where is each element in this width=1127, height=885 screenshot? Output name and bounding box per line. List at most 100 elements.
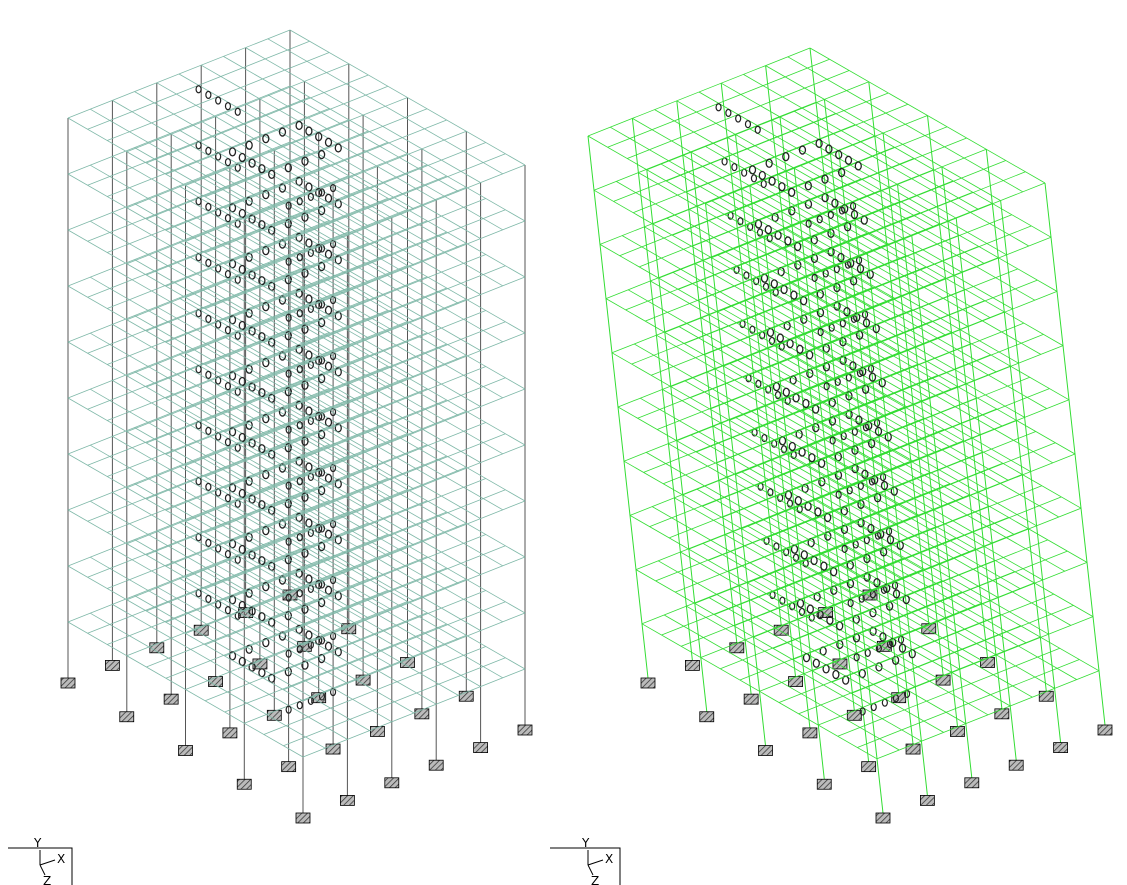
support	[223, 728, 237, 738]
slab-grid	[656, 335, 891, 470]
support	[700, 712, 714, 722]
slab-grid	[731, 589, 966, 724]
slab-grid	[842, 545, 1077, 680]
link	[306, 351, 312, 359]
link	[306, 239, 312, 247]
support	[385, 778, 399, 788]
link	[789, 188, 795, 196]
support	[326, 744, 340, 754]
slab-grid	[772, 120, 1007, 255]
slab-grid	[616, 181, 851, 316]
link	[845, 156, 851, 164]
link	[801, 551, 807, 559]
slab-grid	[610, 127, 845, 262]
slab-grid	[820, 553, 1055, 688]
link	[206, 371, 211, 378]
support	[833, 659, 847, 669]
slab-grid	[729, 363, 964, 498]
link	[306, 631, 312, 639]
link	[325, 474, 331, 482]
link	[833, 671, 839, 679]
support	[950, 726, 964, 736]
link	[325, 194, 331, 202]
link	[855, 162, 861, 170]
slab-grid	[794, 111, 1029, 246]
support	[340, 795, 354, 805]
slab-grid	[749, 129, 984, 264]
slab-grid	[830, 436, 1065, 571]
link	[325, 362, 331, 370]
link	[196, 86, 201, 93]
link	[850, 362, 856, 370]
link	[771, 280, 777, 288]
link	[216, 97, 221, 104]
link	[306, 183, 312, 191]
link	[880, 633, 886, 641]
link	[325, 642, 331, 650]
support	[774, 625, 788, 635]
slab-grid	[797, 562, 1032, 697]
slab-grid	[779, 400, 1014, 535]
link	[325, 530, 331, 538]
link	[817, 216, 822, 223]
link	[306, 463, 312, 471]
slab-grid	[632, 118, 867, 253]
link	[306, 519, 312, 527]
support	[179, 746, 193, 756]
slab-grid	[606, 299, 841, 434]
slab-grid	[701, 318, 936, 453]
link	[821, 562, 827, 570]
slab-grid	[846, 373, 1081, 508]
slab-grid	[816, 102, 1051, 237]
link	[789, 442, 795, 450]
link	[335, 144, 341, 152]
link	[844, 308, 850, 316]
slab-grid	[646, 452, 881, 587]
support	[1009, 760, 1023, 770]
axis-label: Y	[581, 836, 590, 850]
support	[847, 710, 861, 720]
axis-label: Y	[33, 836, 42, 850]
slab-grid	[652, 507, 887, 642]
link	[225, 159, 230, 166]
axis-x	[588, 860, 603, 865]
slab-grid	[594, 190, 829, 325]
slab-grid	[658, 561, 893, 696]
link	[816, 139, 822, 147]
slab-grid	[644, 227, 879, 362]
support	[906, 744, 920, 754]
slab-grid	[743, 74, 978, 209]
slab-grid	[824, 382, 1059, 517]
slab-grid	[735, 417, 970, 552]
link	[766, 159, 772, 167]
link	[206, 483, 211, 490]
slab-grid	[638, 173, 873, 308]
link	[777, 334, 783, 342]
axis-indicator: Y X Z	[550, 836, 620, 885]
slab-grid	[707, 372, 942, 507]
support	[759, 746, 773, 756]
slab-grid	[796, 337, 1031, 472]
slab-grid	[268, 39, 503, 174]
link	[716, 104, 721, 111]
support	[1054, 743, 1068, 753]
link	[765, 226, 771, 234]
link	[815, 508, 821, 516]
support	[415, 709, 429, 719]
support	[164, 694, 178, 704]
slab-grid	[705, 146, 940, 281]
link	[325, 418, 331, 426]
axis-label: Z	[43, 874, 51, 885]
link	[225, 103, 230, 110]
support	[120, 712, 134, 722]
slab-grid	[699, 92, 934, 227]
slab-grid	[588, 136, 823, 271]
support	[641, 678, 655, 688]
support	[817, 779, 831, 789]
link	[856, 416, 862, 424]
support	[965, 778, 979, 788]
link	[807, 605, 813, 613]
support	[459, 691, 473, 701]
slab-grid	[785, 454, 1020, 589]
link	[206, 91, 211, 98]
